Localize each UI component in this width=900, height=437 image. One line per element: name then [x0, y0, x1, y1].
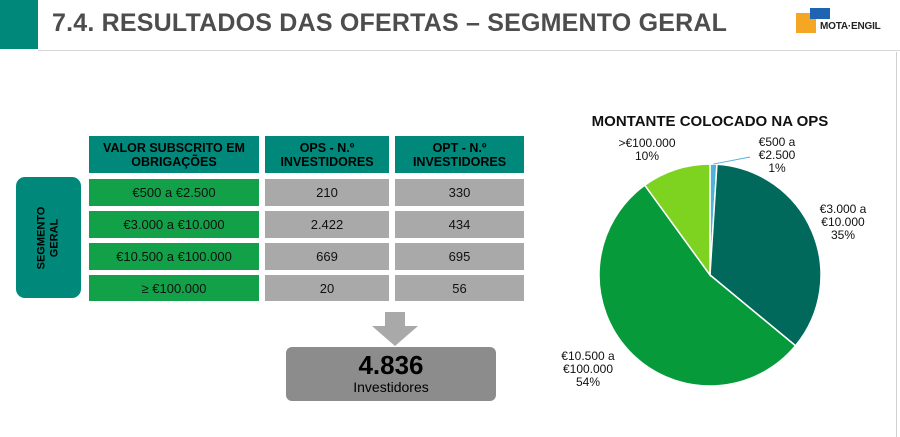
pie-data-label: >€100.000 10% [618, 136, 676, 163]
pie-leader-line [713, 156, 751, 165]
table-row-ops: 210 [265, 179, 389, 206]
pie-data-label: €500 a €2.500 1% [758, 135, 796, 175]
logo-text: MOTA·ENGIL [820, 21, 881, 32]
chart-title: MONTANTE COLOCADO NA OPS [591, 113, 829, 130]
down-arrow-icon [372, 312, 418, 346]
header-ops-investidores: OPS - N.º INVESTIDORES [265, 136, 389, 173]
page-title: 7.4. RESULTADOS DAS OFERTAS – SEGMENTO G… [52, 9, 728, 37]
pie-chart [598, 156, 822, 387]
table-row-ops: 20 [265, 275, 389, 301]
total-investors-label: Investidores [353, 379, 429, 395]
header-valor-subscrito: VALOR SUBSCRITO EM OBRIGAÇÕES [89, 136, 259, 173]
table-row-opt: 695 [395, 243, 524, 270]
title-bar: 7.4. RESULTADOS DAS OFERTAS – SEGMENTO G… [0, 0, 900, 52]
table-row-range: €10.500 a €100.000 [89, 243, 259, 270]
table-row-range: ≥ €100.000 [89, 275, 259, 301]
table-row-opt: 56 [395, 275, 524, 301]
total-investors-value: 4.836 [358, 350, 424, 380]
title-divider [38, 50, 900, 51]
segment-side-label: SEGMENTO GERAL [16, 177, 81, 298]
segment-side-label-text: SEGMENTO GERAL [35, 206, 61, 269]
logo-blue-square [810, 8, 830, 19]
pie-data-label: €3.000 a €10.000 35% [819, 202, 867, 242]
slide-edge-line [896, 52, 897, 437]
table-row-ops: 669 [265, 243, 389, 270]
table-row-range: €500 a €2.500 [89, 179, 259, 206]
table-row-opt: 330 [395, 179, 524, 206]
table-row-range: €3.000 a €10.000 [89, 211, 259, 238]
table-row-ops: 2.422 [265, 211, 389, 238]
pie-slice [643, 163, 711, 278]
table-row-opt: 434 [395, 211, 524, 238]
header-opt-investidores: OPT - N.º INVESTIDORES [395, 136, 524, 173]
pie-data-label: €10.500 a €100.000 54% [561, 349, 615, 389]
total-investors-box: 4.836 Investidores [286, 347, 496, 401]
company-logo: MOTA·ENGIL [796, 8, 900, 38]
pie-slice [709, 163, 822, 347]
pie-slice [598, 184, 797, 387]
title-accent-bar [0, 0, 38, 49]
